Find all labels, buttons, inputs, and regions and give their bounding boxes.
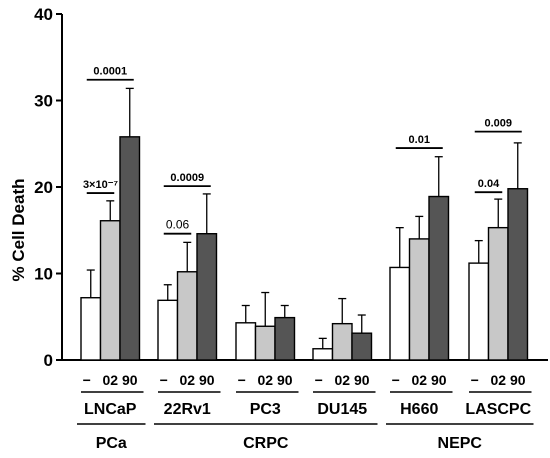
bar <box>254 325 276 361</box>
bar <box>331 322 353 361</box>
bar <box>99 220 121 361</box>
cell-line-label: LNCaP <box>84 401 137 418</box>
y-tick-label: 40 <box>34 5 53 24</box>
bar <box>507 188 529 361</box>
condition-label: 90 <box>199 372 215 388</box>
bar <box>312 348 334 361</box>
condition-label: − <box>160 372 168 388</box>
p-value-label: 0.06 <box>166 218 190 232</box>
p-value-label: 0.01 <box>409 134 430 146</box>
condition-label: 90 <box>277 372 293 388</box>
condition-label: − <box>392 372 400 388</box>
group-label: NEPC <box>438 435 483 452</box>
annotations-layer: 3×10⁻⁷ 0.0001 0.06 0.0009 0.01 0.04 0.009 <box>83 66 522 235</box>
condition-label: 02 <box>490 372 506 388</box>
p-value-label: 0.009 <box>484 118 512 130</box>
group-label: PCa <box>96 435 127 452</box>
bar <box>408 238 430 361</box>
bar <box>235 322 257 361</box>
condition-label: 02 <box>257 372 273 388</box>
bar <box>157 299 179 361</box>
bar <box>119 136 141 361</box>
group-label: CRPC <box>243 435 289 452</box>
y-tick-label: 10 <box>34 265 53 284</box>
cell-line-label: DU145 <box>317 401 367 418</box>
bar <box>176 271 198 361</box>
p-value-label: 3×10⁻⁷ <box>83 179 119 191</box>
condition-label: 02 <box>102 372 118 388</box>
condition-label: − <box>315 372 323 388</box>
bar <box>468 262 490 361</box>
bar <box>351 332 373 361</box>
y-tick-label: 0 <box>44 351 53 370</box>
bar <box>274 316 296 361</box>
y-axis: 0 10 20 30 40 <box>34 5 548 370</box>
bar <box>389 266 411 361</box>
condition-label: 02 <box>334 372 350 388</box>
condition-label: 02 <box>179 372 195 388</box>
condition-label: − <box>238 372 246 388</box>
cell-line-label: 22Rv1 <box>164 401 211 418</box>
y-axis-label: % Cell Death <box>9 179 28 282</box>
cell-line-label: LASCPC <box>465 401 531 418</box>
bars-layer <box>80 87 529 361</box>
p-value-label: 0.0009 <box>170 172 204 184</box>
bar <box>80 297 102 361</box>
bar <box>428 195 450 361</box>
bar <box>196 233 218 361</box>
p-value-label: 0.0001 <box>93 66 127 78</box>
condition-label: 02 <box>411 372 427 388</box>
y-axis-label-group: % Cell Death <box>9 179 28 282</box>
condition-label: 90 <box>431 372 447 388</box>
cell-line-label: PC3 <box>250 401 281 418</box>
condition-label: 90 <box>510 372 526 388</box>
cell-line-label: H660 <box>400 401 438 418</box>
condition-label: 90 <box>122 372 138 388</box>
condition-label: 90 <box>354 372 370 388</box>
bar <box>487 226 509 361</box>
condition-label: − <box>83 372 91 388</box>
p-value-label: 0.04 <box>478 178 500 190</box>
y-tick-label: 30 <box>34 92 53 111</box>
y-tick-label: 20 <box>34 178 53 197</box>
condition-label: − <box>471 372 479 388</box>
